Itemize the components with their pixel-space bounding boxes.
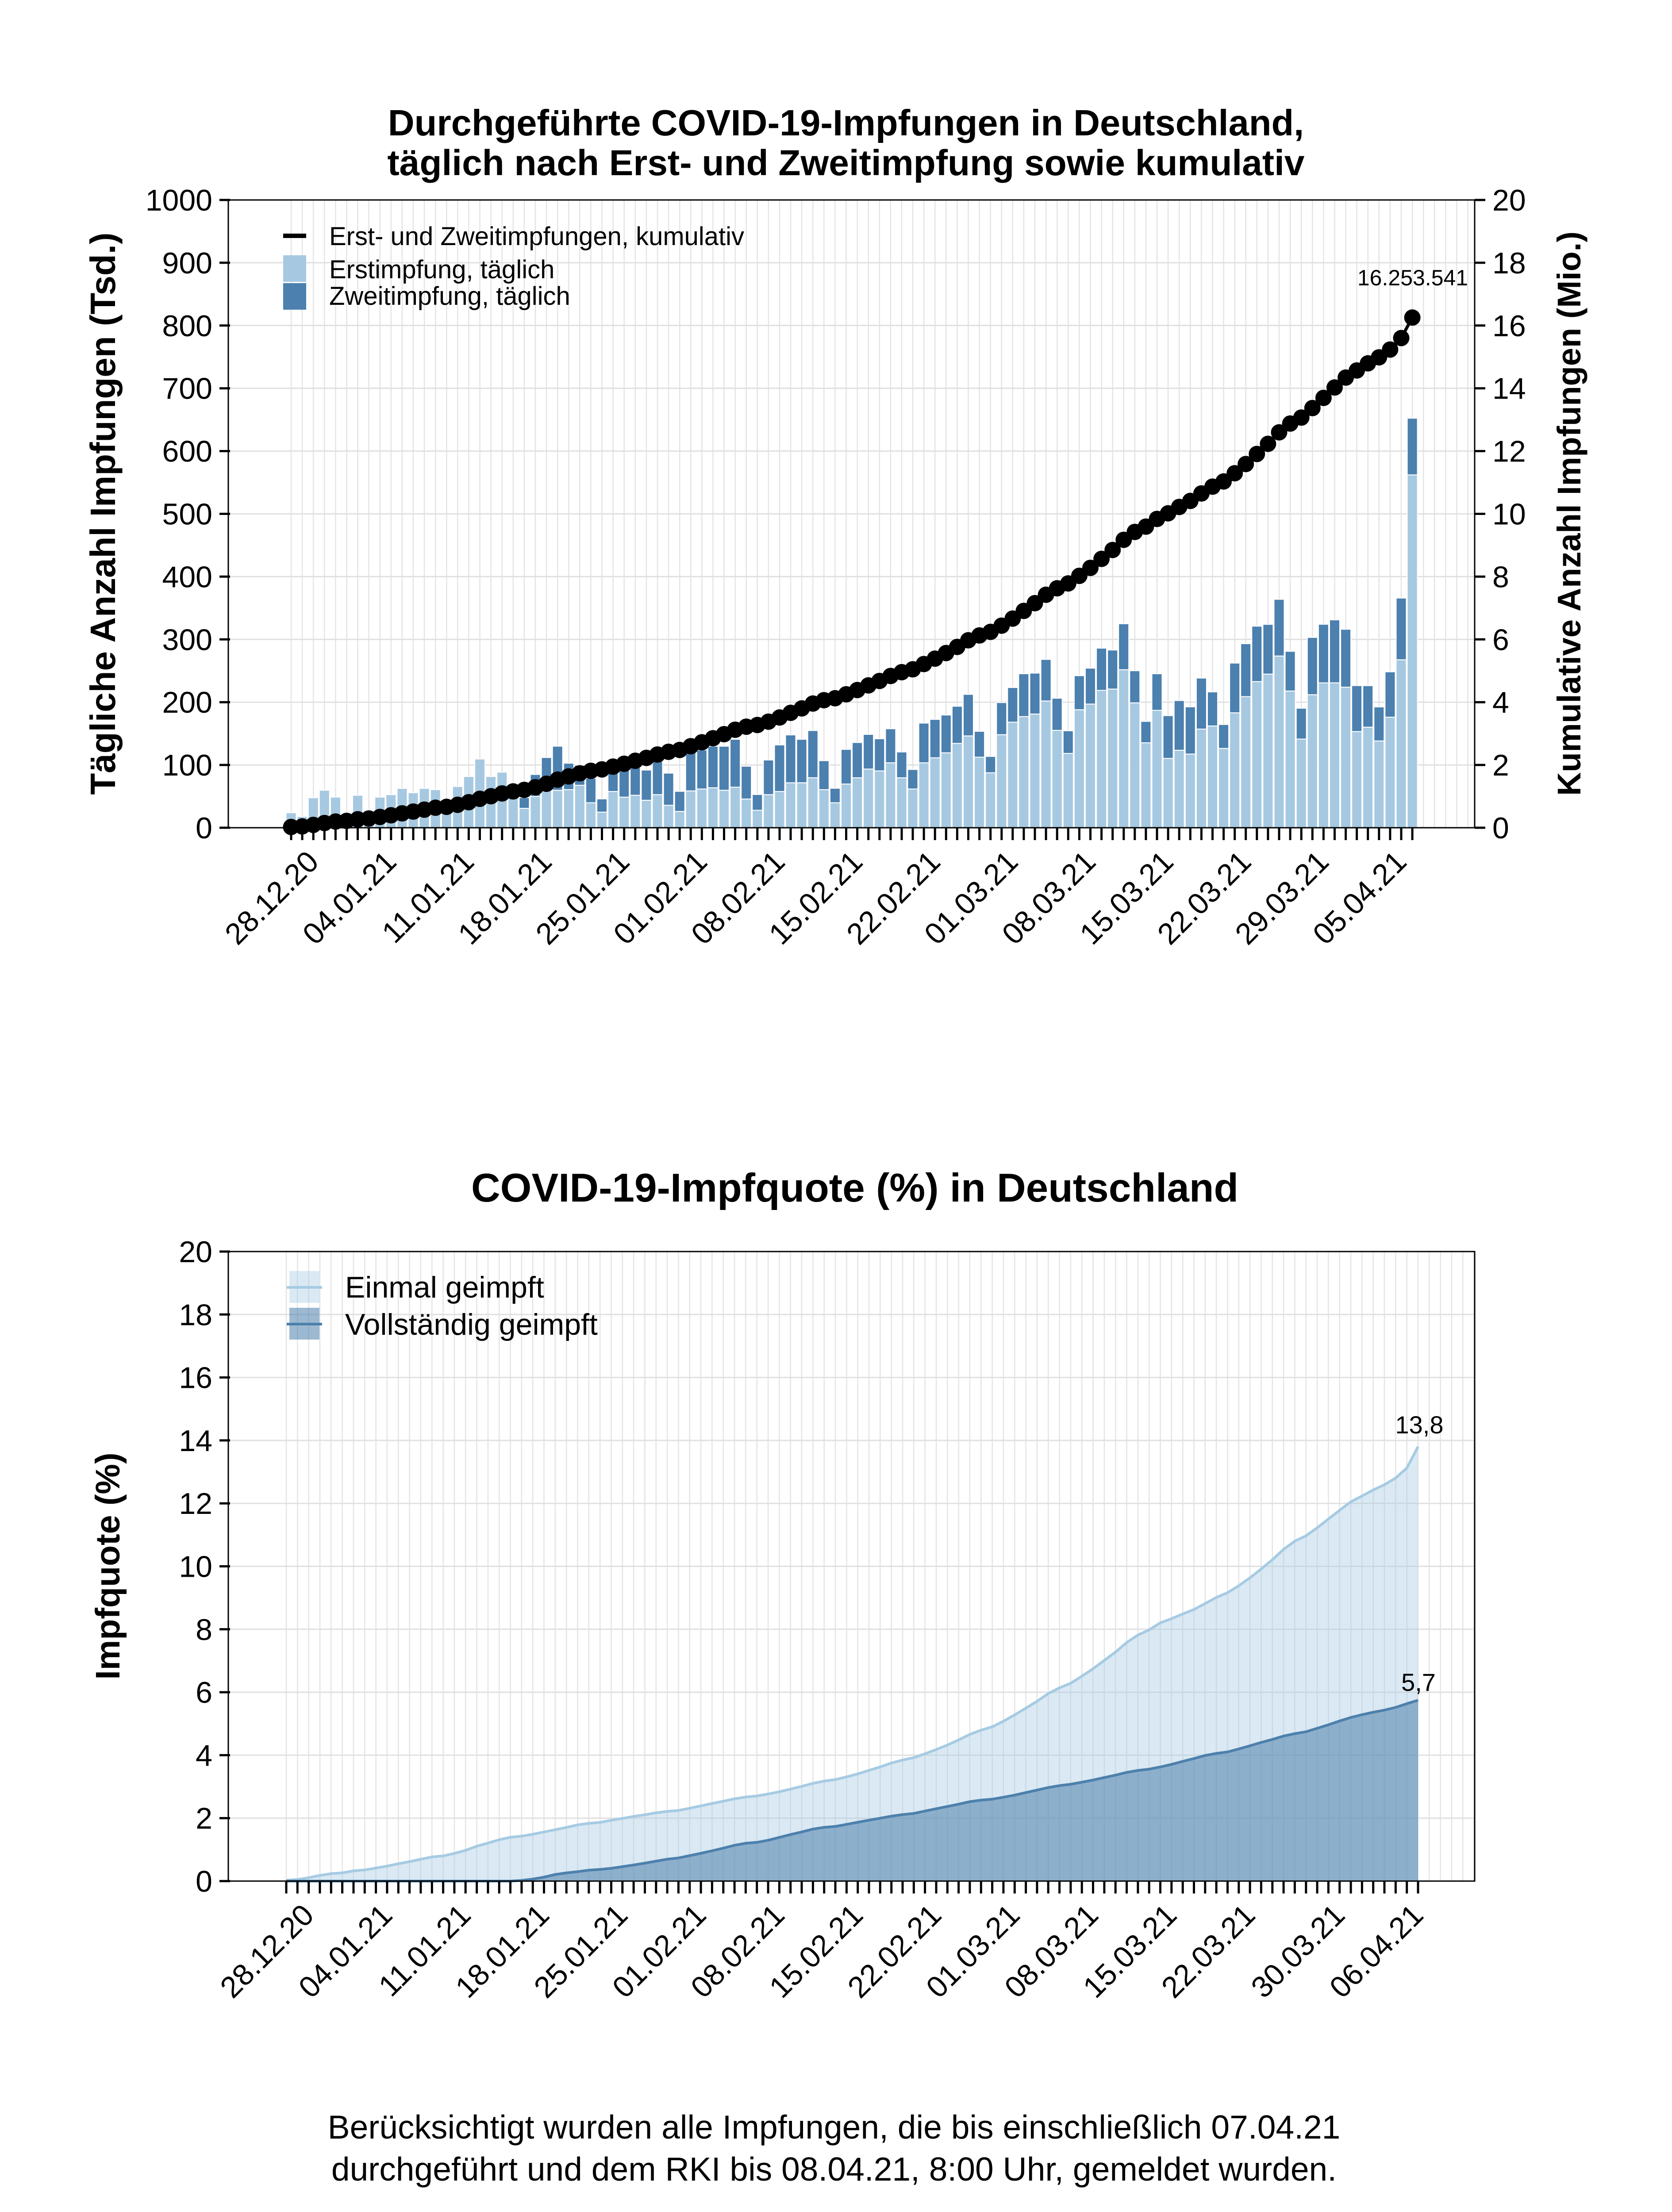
svg-text:durchgeführt und dem RKI bis 0: durchgeführt und dem RKI bis 08.04.21, 8… bbox=[331, 2151, 1337, 2188]
svg-text:2: 2 bbox=[1492, 749, 1509, 782]
svg-text:400: 400 bbox=[162, 560, 212, 594]
svg-text:Vollständig geimpft: Vollständig geimpft bbox=[345, 1308, 598, 1341]
svg-text:6: 6 bbox=[196, 1676, 212, 1709]
svg-text:900: 900 bbox=[162, 246, 212, 280]
svg-text:8: 8 bbox=[1492, 560, 1509, 594]
svg-text:2: 2 bbox=[196, 1802, 212, 1836]
svg-text:4: 4 bbox=[1492, 686, 1509, 719]
svg-text:18: 18 bbox=[179, 1298, 212, 1332]
svg-text:800: 800 bbox=[162, 309, 212, 343]
svg-text:8: 8 bbox=[196, 1613, 212, 1647]
svg-text:Zweitimpfung, täglich: Zweitimpfung, täglich bbox=[329, 282, 570, 311]
svg-text:300: 300 bbox=[162, 623, 212, 657]
svg-text:700: 700 bbox=[162, 372, 212, 406]
svg-text:100: 100 bbox=[162, 749, 212, 782]
svg-text:COVID-19-Impfquote (%) in Deut: COVID-19-Impfquote (%) in Deutschland bbox=[471, 1166, 1238, 1210]
svg-text:20: 20 bbox=[179, 1235, 212, 1269]
svg-text:500: 500 bbox=[162, 498, 212, 531]
svg-text:1000: 1000 bbox=[146, 184, 212, 217]
svg-text:0: 0 bbox=[196, 811, 212, 845]
svg-text:0: 0 bbox=[1492, 811, 1509, 845]
svg-text:600: 600 bbox=[162, 435, 212, 469]
svg-text:Erstimpfung, täglich: Erstimpfung, täglich bbox=[329, 255, 554, 284]
svg-text:4: 4 bbox=[196, 1739, 212, 1772]
svg-text:12: 12 bbox=[179, 1487, 212, 1521]
svg-text:Impfquote (%): Impfquote (%) bbox=[89, 1452, 127, 1679]
svg-text:13,8: 13,8 bbox=[1395, 1411, 1444, 1439]
svg-text:0: 0 bbox=[196, 1865, 212, 1898]
svg-text:10: 10 bbox=[1492, 498, 1526, 531]
svg-text:6: 6 bbox=[1492, 623, 1509, 657]
svg-text:16: 16 bbox=[179, 1361, 212, 1395]
svg-text:täglich nach Erst- und Zweitim: täglich nach Erst- und Zweitimpfung sowi… bbox=[388, 143, 1305, 183]
svg-text:18: 18 bbox=[1492, 246, 1526, 280]
svg-text:Einmal geimpft: Einmal geimpft bbox=[345, 1271, 544, 1304]
svg-text:10: 10 bbox=[179, 1550, 212, 1584]
svg-text:Erst- und Zweitimpfungen, kumu: Erst- und Zweitimpfungen, kumulativ bbox=[329, 222, 744, 251]
svg-text:Durchgeführte COVID-19-Impfung: Durchgeführte COVID-19-Impfungen in Deut… bbox=[388, 102, 1304, 143]
svg-text:16.253.541: 16.253.541 bbox=[1357, 265, 1468, 290]
svg-text:200: 200 bbox=[162, 686, 212, 719]
svg-text:Berücksichtigt wurden alle Imp: Berücksichtigt wurden alle Impfungen, di… bbox=[328, 2108, 1341, 2146]
svg-text:5,7: 5,7 bbox=[1401, 1668, 1436, 1696]
svg-text:Kumulative Anzahl Impfungen (M: Kumulative Anzahl Impfungen (Mio.) bbox=[1551, 231, 1587, 796]
svg-text:16: 16 bbox=[1492, 309, 1526, 343]
svg-text:20: 20 bbox=[1492, 184, 1526, 217]
svg-text:14: 14 bbox=[1492, 372, 1526, 406]
svg-text:Tägliche Anzahl Impfungen (Tsd: Tägliche Anzahl Impfungen (Tsd.) bbox=[83, 232, 123, 795]
svg-text:12: 12 bbox=[1492, 435, 1526, 469]
svg-text:14: 14 bbox=[179, 1424, 212, 1458]
